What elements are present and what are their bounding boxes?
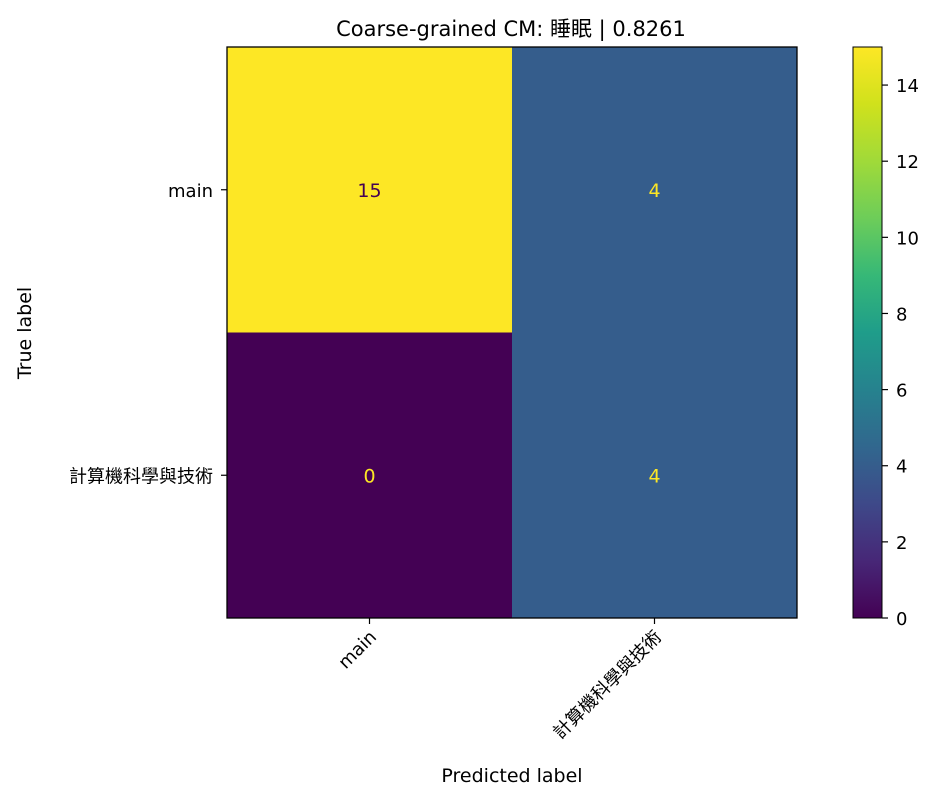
chart-title: Coarse-grained CM: 睡眠 | 0.8261	[336, 17, 686, 42]
colorbar-tick-label: 6	[896, 381, 907, 402]
heatmap-cell	[512, 332, 798, 619]
colorbar-tick-label: 14	[896, 76, 919, 97]
colorbar-ticks: 0 2 4 6 8 10 12 14	[882, 76, 919, 630]
plot-frame	[226, 46, 798, 619]
cell-value-label: 4	[648, 180, 660, 202]
heatmap-cells	[227, 47, 798, 619]
x-axis-ticks: main 計算機科學與技術	[334, 618, 666, 743]
y-axis-label: True label	[14, 287, 36, 380]
heatmap-cell	[512, 47, 798, 333]
y-tick-label: 計算機科學與技術	[69, 466, 213, 487]
colorbar-tick-label: 2	[896, 533, 907, 554]
colorbar-tick-label: 0	[896, 609, 907, 630]
heatmap-cell-labels: 15 4 0 4	[357, 180, 660, 488]
y-tick-label: main	[168, 181, 213, 202]
heatmap-cell	[227, 47, 513, 333]
colorbar-tick-label: 8	[896, 304, 907, 325]
cell-value-label: 15	[357, 180, 381, 202]
x-tick-label: 計算機科學與技術	[549, 627, 666, 744]
y-axis-ticks: main 計算機科學與技術	[69, 181, 227, 487]
cell-value-label: 4	[648, 465, 660, 487]
colorbar-tick-label: 4	[896, 457, 907, 478]
colorbar-tick-label: 10	[896, 228, 919, 249]
heatmap-cell	[227, 332, 513, 619]
colorbar-tick-label: 12	[896, 152, 919, 173]
x-axis-label: Predicted label	[441, 765, 582, 787]
x-tick-label: main	[334, 627, 381, 674]
cell-value-label: 0	[363, 465, 375, 487]
colorbar	[852, 46, 883, 619]
